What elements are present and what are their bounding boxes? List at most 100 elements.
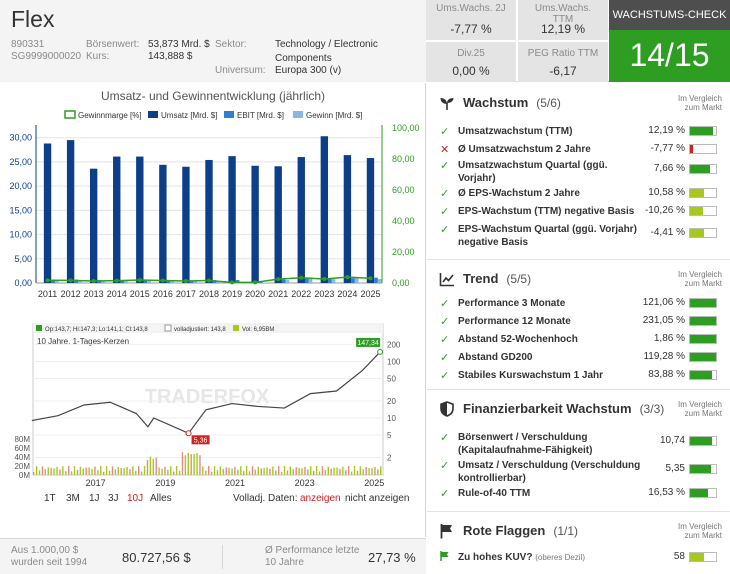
volume-bar	[47, 467, 49, 475]
criterion-value: 231,05 %	[642, 315, 685, 326]
criterion-label: Umsatz / Verschuldung (Verschuldung kont…	[458, 459, 643, 485]
volume-bar	[205, 470, 207, 475]
volume-bar	[243, 471, 245, 475]
criterion-label: EPS-Wachstum (TTM) negative Basis	[458, 205, 643, 218]
legend-label: EBIT [Mrd. $]	[237, 111, 284, 120]
section-header-0: Wachstum (5/6) Im Vergleich zum Markt	[427, 89, 730, 117]
criterion-label: Zu hohes KUV? (oberes Dezil)	[458, 551, 643, 564]
bar-umsatz	[366, 158, 375, 283]
legend-swatch	[64, 110, 76, 119]
volume-bar	[117, 467, 119, 475]
section-divider	[427, 389, 730, 390]
max-price-badge	[356, 337, 381, 347]
bar-ebit	[304, 278, 309, 283]
margin-point	[68, 278, 73, 283]
range-3j[interactable]: 3J	[108, 493, 119, 504]
adjusted-hide-link[interactable]: nicht anzeigen	[345, 493, 410, 504]
criterion-value: -10,26 %	[644, 205, 685, 216]
criterion-label-text: EPS-Wachstum Quartal (ggü. Vorjahr) nega…	[458, 224, 637, 248]
margin-point	[230, 280, 235, 285]
bar-ebit	[328, 278, 332, 283]
range-1t[interactable]: 1T	[44, 493, 56, 504]
company-info-panel: Flex 890331 SG9999000020 Börsenwert: 53,…	[0, 0, 426, 82]
volume-bar	[33, 472, 35, 475]
bar-ebit	[189, 280, 194, 283]
volume-bar	[345, 470, 347, 475]
bar-umsatz	[66, 140, 75, 283]
range-10j[interactable]: 10J	[127, 493, 144, 504]
volume-bar	[170, 466, 172, 475]
volume-bar	[327, 466, 329, 475]
bar-gewinn	[54, 280, 59, 283]
y2-tick-label: 80,00	[392, 154, 415, 164]
x-tick-label: 2022	[291, 289, 311, 299]
volume-bar	[333, 467, 335, 475]
volume-bar	[196, 453, 198, 475]
price-tick-label: 5	[387, 431, 392, 440]
metric-value: 12,19 %	[540, 22, 586, 36]
volume-tick-label: 40M	[14, 453, 30, 462]
stock-header: Flex 890331 SG9999000020 Börsenwert: 53,…	[0, 0, 730, 82]
market-compare-fill	[690, 317, 716, 325]
volume-bar	[44, 469, 47, 475]
volume-bar	[103, 471, 105, 475]
adjusted-data-label: Volladj. Daten:	[233, 493, 298, 504]
volume-bar	[152, 458, 154, 475]
volume-bar	[120, 467, 122, 475]
sector-value: Technology / Electronic Components	[275, 39, 378, 64]
criterion-value: 119,28 %	[643, 351, 685, 362]
margin-point	[45, 278, 50, 283]
criterion-label: EPS-Wachstum Quartal (ggü. Vorjahr) nega…	[458, 223, 643, 249]
market-compare-bar	[689, 316, 717, 326]
adjusted-show-link[interactable]: anzeigen	[300, 493, 341, 504]
section-title: Wachstum (5/6)	[463, 95, 561, 110]
bar-umsatz	[343, 155, 352, 283]
range-3m[interactable]: 3M	[66, 493, 80, 504]
volume-bar	[219, 466, 222, 475]
market-compare-fill	[690, 127, 713, 135]
sprout-icon	[439, 95, 455, 111]
legend-swatch	[233, 325, 239, 331]
criterion-label: Rule-of-40 TTM	[458, 487, 643, 500]
y-tick-label: 0,00	[14, 278, 32, 288]
isin-number: SG9999000020	[11, 51, 82, 62]
criterion-label: Umsatzwachstum (TTM)	[458, 125, 643, 138]
universe-value: Europa 300 (v)	[275, 65, 342, 76]
criterion-value: 58	[673, 551, 685, 562]
bar-ebit	[235, 280, 240, 283]
section-count: (5/5)	[506, 272, 532, 286]
bar-umsatz	[274, 166, 282, 283]
margin-point	[368, 276, 373, 281]
avg-performance-label: Ø Performance letzte 10 Jahre	[265, 545, 360, 568]
volume-bar	[193, 453, 195, 475]
traderfox-watermark: TRADERFOX	[145, 386, 270, 408]
price-tick-label: 2	[387, 454, 392, 463]
volume-bar	[298, 467, 300, 475]
volume-bar	[348, 466, 350, 475]
market-compare-fill	[690, 489, 708, 497]
x-tick-label: 2025	[360, 289, 380, 299]
volume-bar	[377, 469, 379, 475]
volume-bar	[190, 454, 192, 475]
volume-bar	[365, 467, 367, 475]
volume-bar	[245, 466, 248, 475]
section-count: (3/3)	[639, 402, 665, 416]
volume-bar	[380, 466, 382, 475]
volume-bar	[330, 468, 332, 475]
volume-bar	[65, 471, 67, 475]
market-compare-fill	[690, 229, 704, 237]
bar-umsatz	[320, 136, 329, 283]
section-header-2: Finanzierbarkeit Wachstum (3/3) Im Vergle…	[427, 395, 730, 423]
volume-bar	[70, 471, 73, 475]
volume-bar	[292, 469, 294, 475]
ohlc-readout: Op:143,7; Hi:147,3; Lo:141,1; Cl:143,8	[45, 327, 148, 333]
max-price-label: 147,34	[357, 340, 379, 347]
legend-swatch	[293, 111, 303, 118]
criterion-value: -4,41 %	[650, 227, 685, 238]
range-alles[interactable]: Alles	[150, 493, 172, 504]
range-1j[interactable]: 1J	[89, 493, 100, 504]
time-range-selector: 1T 3M 1J 3J 10J Alles Volladj. Daten: an…	[0, 493, 426, 509]
market-compare-bar	[689, 228, 717, 238]
price-tick-label: 200	[387, 340, 401, 349]
volume-bar	[248, 471, 251, 475]
